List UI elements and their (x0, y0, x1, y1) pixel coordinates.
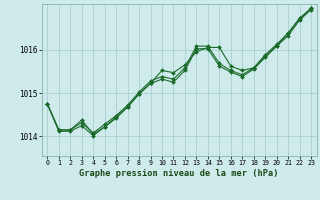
X-axis label: Graphe pression niveau de la mer (hPa): Graphe pression niveau de la mer (hPa) (79, 169, 279, 178)
